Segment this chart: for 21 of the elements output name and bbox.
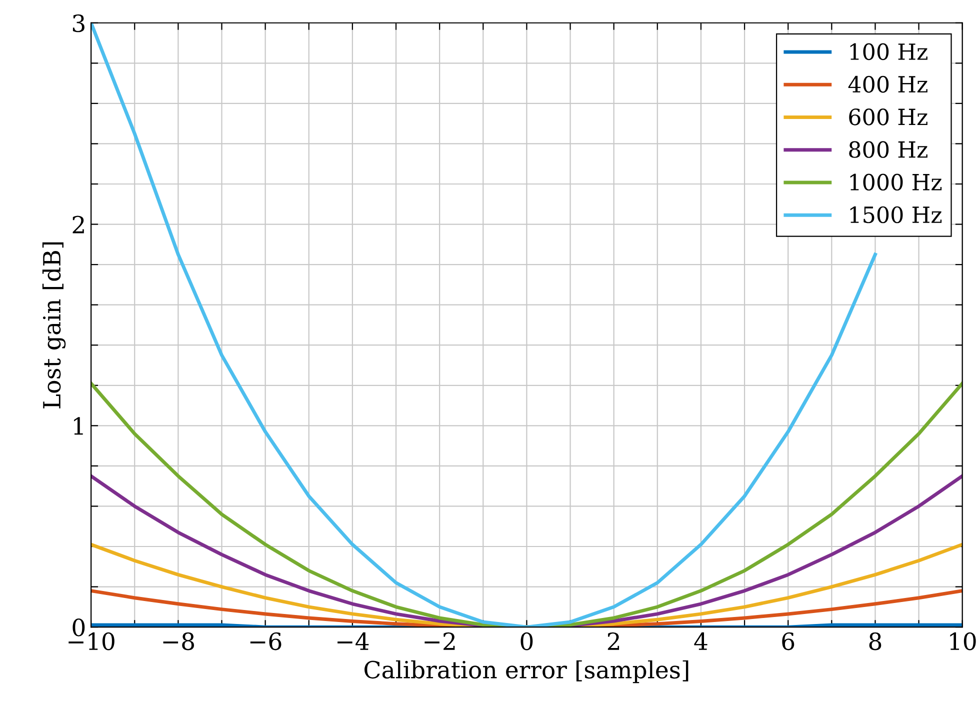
x-tick-label: −8	[163, 632, 194, 650]
x-tick-label: −2	[424, 632, 455, 650]
x-tick-label: 2	[608, 632, 620, 650]
y-tick-label: 3	[72, 14, 84, 32]
y-axis-title: Lost gain [dB]	[42, 242, 66, 408]
legend-label: 600 Hz	[849, 108, 928, 126]
x-tick-label: 8	[869, 632, 882, 650]
legend-label: 800 Hz	[849, 141, 928, 158]
x-tick-label: 4	[694, 632, 708, 650]
x-tick-label: 0	[520, 632, 533, 650]
x-tick-label: 10	[950, 632, 976, 650]
y-tick-label: 2	[72, 216, 84, 234]
x-tick-label: −6	[250, 632, 282, 650]
x-axis-title: Calibration error [samples]	[364, 660, 688, 684]
x-tick-label: 6	[782, 632, 794, 650]
legend-label: 1500 Hz	[850, 206, 942, 224]
legend-label: 100 Hz	[850, 43, 928, 60]
legend-label: 1000 Hz	[850, 174, 942, 191]
y-tick-label: 1	[74, 417, 83, 435]
x-tick-label: −4	[338, 632, 369, 650]
legend-label: 400 Hz	[848, 76, 928, 93]
